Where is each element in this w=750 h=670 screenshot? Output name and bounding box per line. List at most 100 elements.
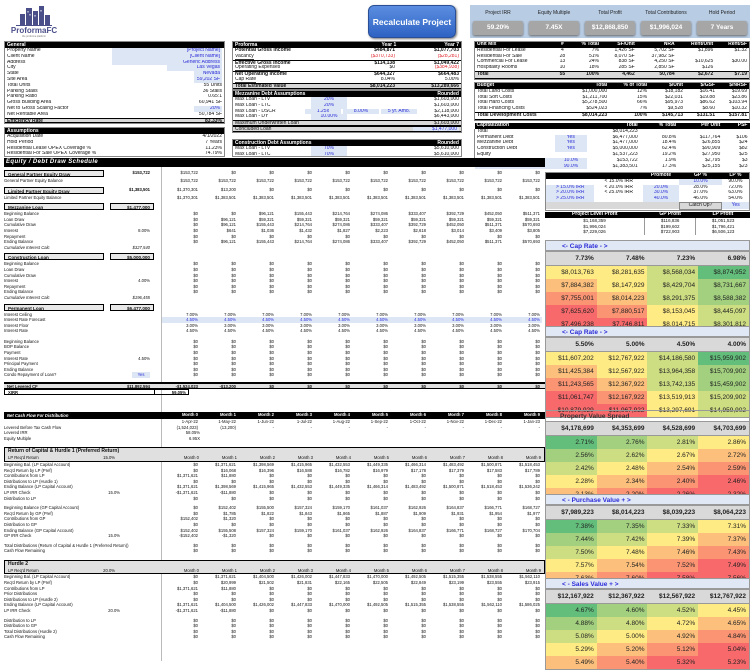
- general-input[interactable]: Nevada: [194, 71, 222, 77]
- budget-table: Budget Total% of Total $/Unit $/GSF $/NRSF To…: [475, 83, 749, 120]
- assumption-row: Acquisition Date 4/1/2022: [7, 134, 222, 139]
- general-row: State Nevada: [7, 71, 222, 77]
- budget-row: Total Soft Costs $1,211,700 15% $22,031 $19.…: [477, 94, 747, 100]
- recalculate-project-button[interactable]: Recalculate Project: [368, 5, 456, 38]
- unit-mix-total: Total 55 100% 4,462 50,784 $2,672 $7.19: [475, 71, 749, 79]
- general-input[interactable]: 20%: [194, 105, 222, 112]
- schedule-row: Cash Flow Remaining $0 $0 $0 $0 $0 $0 $0 $0 $0 $0: [4, 634, 540, 640]
- assumptions-section: Assumptions Acquisition Date 4/1/2022 Hold…: [4, 127, 225, 157]
- general-row: Net Rentable Area 50,784 SF: [7, 111, 222, 117]
- mezz-amort-input[interactable]: 5 yr. Amo.: [380, 108, 417, 115]
- mezz-input[interactable]: 20%: [311, 97, 347, 103]
- logo: ProformaFC the proforma platform: [4, 2, 64, 38]
- general-row: City Las Vegas: [7, 65, 222, 72]
- capitalization-row: Construction Debt Yes $5,000,000 62.4% $90,9…: [473, 146, 750, 152]
- general-input[interactable]: [Client Name]: [112, 53, 222, 60]
- schedule-row: Contributions from GP $152,402 $1,320 $0 $0 $…: [4, 516, 540, 522]
- general-row: Client Name [Client Name]: [7, 53, 222, 60]
- unit-mix-row: Hospitality Rooms 10 18% 285 SF 2,850 SF $126: [477, 65, 714, 71]
- section-title-box: Construction Loan: [4, 253, 104, 261]
- assumption-row: Residential For Sale OPEX Coverage % 74.7…: [7, 151, 222, 157]
- schedule-row: Prior Distributions $0 $0 $0 $0 $0 $0 $0 $0 $0 $0: [4, 591, 540, 597]
- proforma-row: Total Estimated Value $8,014,223 $13,289,6…: [233, 82, 461, 89]
- promote-row: < 15.0% IRR 10.0% 90.0%: [604, 178, 743, 185]
- schedule-row: Distribution to LP $0 $0 $0 $0 $0 $0 $0 $0 $0 $0: [4, 617, 540, 623]
- mezz-input[interactable]: 20%: [311, 102, 347, 109]
- schedule-row: Principal Payment $0 $0 $0 $0 $0 $0 $0 $0 $0 $0: [4, 361, 540, 367]
- schedule-row: Interest Floor 3.00% 3.00% 3.00% 3.00% 3.00% 3…: [4, 322, 540, 328]
- schedule-row: GP IRR Check 15.0% -$152,402 -$1,320 $0 $0 $0 $…: [4, 533, 540, 539]
- schedule-row: Req'd Return by LP (Pref) $0 $20,999 $21,50…: [4, 580, 540, 586]
- promote-row: > 25.0% IRR 40.0% 46.0% 54.0%: [546, 196, 749, 203]
- general-row: Parking Stalls 36 Stalls: [7, 88, 222, 94]
- logo-text: ProformaFC: [10, 26, 58, 35]
- sensitivity-row: 2.56% 2.62% 2.67% 2.72%: [545, 449, 750, 462]
- general-header: General: [5, 42, 224, 48]
- sensitivity-row: $11,243,565 $12,367,922 $13,742,135 $15,459…: [545, 378, 750, 391]
- general-row: Site Area 59,202 SF: [7, 76, 222, 83]
- kpi-hold-period: Hold Period 7 Years: [694, 5, 750, 38]
- general-section: General Property Name [Project Name] Clien…: [4, 41, 225, 125]
- unit-mix-row: Residential For Sale 28 51% 8,070 SF 37,982 …: [477, 53, 675, 59]
- sensitivity-row: $11,425,384 $12,567,922 $13,964,358 $15,709…: [545, 365, 750, 378]
- kpi-total-profit: Total Profit $12,868,850: [582, 5, 638, 38]
- sensitivity-row: 7.50% 7.48% 7.46% 7.43%: [545, 546, 750, 559]
- sensitivity-row: 5.08% 5.00% 4.92% 4.84%: [545, 630, 750, 643]
- budget-total: Total Development Costs $8,014,223 100% $14…: [475, 112, 749, 120]
- sensitivity-title: <- Cap Rate - >: [545, 240, 750, 251]
- general-row: Property Name [Project Name]: [7, 48, 222, 54]
- sensitivity-row: 2.28% 2.34% 2.40% 2.46%: [545, 475, 750, 488]
- schedule-row: LP IRR Check 15.0% -$1,371,621 -$11,880 $0 $0…: [4, 489, 540, 495]
- construction-row: Max Loan - LTC 70% $5,610,000: [235, 151, 459, 157]
- sensitivity-title: Property Value Spread: [545, 410, 750, 421]
- mezz-rate-input[interactable]: 8.00%: [342, 108, 379, 115]
- general-input[interactable]: [Project Name]: [112, 48, 222, 54]
- construction-input[interactable]: 70%: [311, 151, 347, 156]
- condo-repayment-toggle[interactable]: Yes: [132, 372, 150, 379]
- schedule-row: Distribution to GP $0 $0 $0 $0 $0 $0 $0 $0 $0 $0: [4, 623, 540, 629]
- schedule-row: Cash Flow Remaining $0 $0 $0 $0 $0 $0 $0 $0 $0 $0: [4, 548, 540, 554]
- assumption-row: Residential Lease OPEX Coverage % 11.23%: [7, 145, 222, 151]
- sensitivity-row: 2.42% 2.48% 2.54% 2.59%: [545, 462, 750, 475]
- logo-tagline: the proforma platform: [22, 35, 46, 38]
- proforma-row: Effective Gross Income $114,138 $1,049,422: [233, 59, 461, 66]
- general-input[interactable]: 59,202 SF: [194, 76, 222, 83]
- budget-row: Total Land Costs $1,000,000 12% $18,182 $16.…: [477, 88, 747, 94]
- schedule-row: Beginning Bal. (LP Capital Account) $0 $1,…: [4, 461, 540, 467]
- ncf-header: Net Cash Flow For Distribution Month 0 Mon…: [4, 412, 545, 419]
- sensitivity-row: $7,625,620 $7,880,517 $8,153,045 $8,445,097: [545, 305, 750, 318]
- proforma-section: Proforma Year 1 Year 7 Potential Gross Inc…: [232, 41, 462, 90]
- section-title-box: Mezzanine Loan: [4, 203, 104, 211]
- schedule-row: Beginning Balance $0 $0 $96,121 $155,443 $214…: [4, 211, 540, 217]
- unit-mix-row: Residential For Lease 4 7% 1,426 SF 5,702 SF…: [477, 47, 747, 53]
- schedule-row: Interest Rate 4.50% 4.50% 4.50% 4.50% 4.50% 4.…: [4, 328, 540, 334]
- mezz-input[interactable]: 10.00%: [311, 114, 347, 121]
- kpi-strip: Project IRR 59.20% Equity Multiple 7.45X T…: [470, 5, 750, 38]
- schedule-row: Condo Repayment of Loan? Yes $0 $0 $0 $0 $0 $0 $…: [4, 372, 540, 379]
- schedule-row: Cumulative Draw $0 $0 $0 $0 $0 $0 $0 $0 $0 $0: [4, 272, 540, 278]
- profit-row: $1,168,359 $116,836 $1,051,523: [545, 217, 750, 224]
- mezz-input[interactable]: 1.25x: [304, 108, 341, 115]
- construction-input[interactable]: 70%: [311, 146, 347, 152]
- catch-up-toggle[interactable]: Yes: [721, 202, 749, 210]
- assumption-row: Hold Period 7 Years: [7, 139, 222, 145]
- sensitivity-row: $7,884,382 $8,147,929 $8,429,704 $8,731,667: [545, 279, 750, 292]
- schedule-row: Levered IRR 58.05%: [4, 430, 200, 436]
- general-input[interactable]: Generic Address: [112, 59, 222, 66]
- schedule-row: Interest Rate Forecast 4.50% 4.50% 4.50% 4.5…: [4, 317, 542, 323]
- proforma-row: Net Operating Income $644,327 $664,483: [233, 71, 461, 77]
- schedule-row: Distribution to GP $0 $0 $0 $0 $0 $0 $0 $0 $0 $0: [4, 521, 540, 527]
- schedule-row: Payment $0 $0 $0 $0 $0 $0 $0 $0 $0 $0: [4, 350, 540, 356]
- mezz-row: Max Loan - LTV 20% $1,603,000: [235, 97, 459, 103]
- proforma-row: Operating Expenses $0 ($384,938): [235, 65, 459, 72]
- general-row: Total Units 55 Units: [7, 82, 222, 88]
- general-input[interactable]: Las Vegas: [167, 65, 222, 72]
- unit-mix-section: Unit Mix #% Total SF/Unit NRA Rent/Unit Rent/…: [474, 41, 750, 80]
- sensitivity-title: < - Sales Value + >: [545, 578, 750, 589]
- unit-mix-table: Unit Mix #% Total SF/Unit NRA Rent/Unit Rent/…: [475, 42, 749, 79]
- sensitivity-row: $8,013,763 $8,281,635 $8,568,034 $8,874,952: [545, 265, 750, 279]
- sensitivity-row: 5.49% 5.40% 5.32% 5.23%: [545, 656, 750, 670]
- proforma-row: Cap Rate 8.04% 5.00%: [235, 76, 459, 83]
- schedule-row: Interest Rate 4.50% $0 $0 $0 $0 $0 $0 $0 $0 $0 $0: [4, 355, 540, 361]
- capitalization-row: Permanent Debt Yes $6,477,000 80.8% $117,764…: [473, 134, 750, 141]
